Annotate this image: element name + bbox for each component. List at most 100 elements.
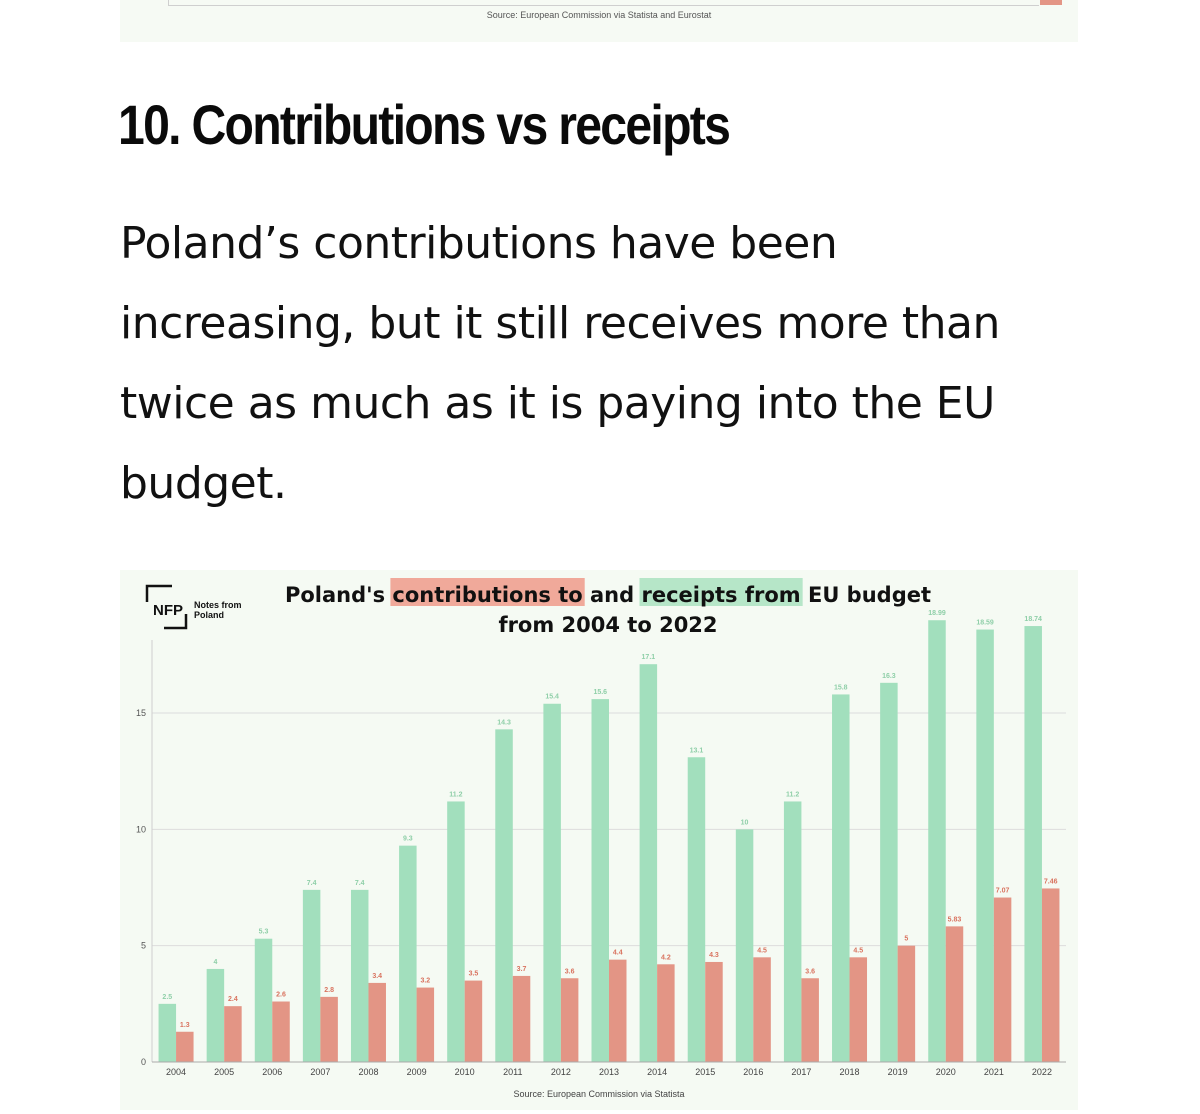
- receipts-value-label: 15.8: [834, 684, 848, 691]
- contributions-bar: [176, 1031, 194, 1062]
- contributions-bar: [320, 996, 338, 1062]
- receipts-value-label: 15.4: [545, 694, 559, 701]
- previous-chart-bar: [1040, 0, 1062, 5]
- receipts-value-label: 11.2: [449, 791, 462, 798]
- contributions-value-label: 1.3: [180, 1022, 190, 1029]
- year-group-2014: 17.1 4.2 2014: [639, 654, 675, 1077]
- title-highlight-contributions: [390, 578, 585, 606]
- contributions-value-label: 2.6: [276, 992, 286, 999]
- previous-chart-axes: [168, 0, 1039, 6]
- contributions-value-label: 7.07: [996, 888, 1010, 895]
- section-body-text: Poland’s contributions have been increas…: [120, 218, 1000, 509]
- contributions-value-label: 4.5: [757, 947, 767, 954]
- title-part2: and: [583, 583, 642, 607]
- contributions-bar: [512, 975, 531, 1062]
- chart-card: NFP Notes from Poland Poland's contribut…: [120, 570, 1078, 1110]
- year-group-2010: 11.2 3.5 2010: [447, 791, 483, 1077]
- contributions-value-label: 7.46: [1044, 878, 1058, 885]
- chart-subtitle: from 2004 to 2022: [498, 613, 717, 637]
- nfp-logo: NFP Notes from Poland: [145, 584, 242, 630]
- x-tick-label: 2006: [262, 1067, 282, 1077]
- y-tick-label: 5: [141, 941, 146, 951]
- x-tick-label: 2009: [407, 1067, 427, 1077]
- year-group-2017: 11.2 3.6 2017: [783, 791, 819, 1077]
- contributions-value-label: 3.5: [469, 971, 479, 978]
- receipts-bar: [1024, 626, 1042, 1062]
- axes: 0 5 10 15: [136, 640, 1066, 1067]
- receipts-bar: [302, 889, 321, 1062]
- year-group-2008: 7.4 3.4 2008: [350, 880, 386, 1077]
- receipts-bar: [880, 682, 898, 1062]
- title-part3: EU budget: [801, 583, 931, 607]
- contributions-bar: [560, 978, 579, 1062]
- year-group-2009: 9.3 3.2 2009: [399, 836, 435, 1077]
- contributions-value-label: 5.83: [948, 916, 962, 923]
- x-tick-label: 2016: [743, 1067, 763, 1077]
- receipts-bar: [976, 629, 994, 1062]
- contributions-value-label: 5: [904, 936, 908, 943]
- receipts-value-label: 2.5: [162, 994, 172, 1001]
- x-tick-label: 2017: [791, 1067, 811, 1077]
- chart-title: Poland's contributions to and receipts f…: [285, 583, 931, 607]
- x-tick-label: 2018: [840, 1067, 860, 1077]
- receipts-bar: [832, 694, 850, 1062]
- receipts-bar: [350, 889, 369, 1062]
- contributions-bar: [657, 964, 675, 1062]
- contributions-value-label: 2.4: [228, 996, 238, 1003]
- logo-line2: Poland: [194, 610, 224, 620]
- logo-line1: Notes from: [194, 600, 242, 610]
- x-tick-label: 2012: [551, 1067, 571, 1077]
- year-group-2006: 5.3 2.6 2006: [254, 929, 290, 1077]
- year-group-2007: 7.4 2.8 2007: [302, 880, 338, 1077]
- receipts-bar: [158, 1003, 177, 1062]
- x-tick-label: 2011: [503, 1067, 522, 1077]
- title-highlight2: receipts from: [641, 583, 800, 607]
- logo-bracket-top: [145, 584, 172, 602]
- receipts-value-label: 18.74: [1024, 616, 1042, 623]
- contributions-bar: [705, 961, 723, 1062]
- x-tick-label: 2010: [455, 1067, 475, 1077]
- contributions-bar: [945, 926, 964, 1062]
- contributions-bar: [897, 945, 916, 1062]
- section-heading: 10. Contributions vs receipts: [118, 93, 731, 156]
- receipts-bar: [543, 703, 561, 1062]
- contributions-value-label: 4.5: [853, 947, 863, 954]
- receipts-bar: [735, 829, 754, 1062]
- title-highlight1: contributions to: [392, 583, 582, 607]
- contributions-bar: [464, 980, 483, 1062]
- receipts-bar: [447, 801, 465, 1062]
- receipts-bar: [783, 801, 802, 1062]
- y-tick-label: 0: [141, 1057, 146, 1067]
- year-group-2019: 16.3 5 2019: [880, 673, 916, 1077]
- contributions-bar: [224, 1006, 242, 1062]
- previous-chart-footer: Source: European Commission via Statista…: [120, 0, 1078, 42]
- x-tick-label: 2004: [166, 1067, 186, 1077]
- y-tick-label: 15: [136, 708, 146, 718]
- receipts-bar: [591, 699, 609, 1062]
- x-tick-label: 2005: [214, 1067, 234, 1077]
- contributions-value-label: 3.6: [565, 968, 575, 975]
- receipts-bar: [206, 968, 225, 1062]
- x-tick-label: 2007: [310, 1067, 330, 1077]
- x-tick-label: 2022: [1032, 1067, 1052, 1077]
- year-group-2020: 18.99 5.83 2020: [928, 610, 964, 1077]
- receipts-value-label: 9.3: [403, 836, 413, 843]
- contributions-value-label: 2.8: [324, 987, 334, 994]
- receipts-value-label: 7.4: [355, 880, 365, 887]
- contributions-bar: [416, 987, 435, 1062]
- year-group-2004: 2.5 1.3 2004: [158, 994, 194, 1077]
- y-tick-label: 10: [136, 824, 146, 834]
- contributions-bar: [801, 978, 819, 1062]
- receipts-bar: [495, 729, 513, 1062]
- contributions-value-label: 3.6: [805, 968, 815, 975]
- receipts-value-label: 13.1: [690, 747, 704, 754]
- receipts-value-label: 5.3: [259, 929, 269, 936]
- x-tick-label: 2013: [599, 1067, 619, 1077]
- previous-chart-source: Source: European Commission via Statista…: [486, 10, 712, 20]
- x-tick-label: 2015: [695, 1067, 715, 1077]
- receipts-value-label: 7.4: [307, 880, 317, 887]
- x-tick-label: 2008: [358, 1067, 378, 1077]
- x-tick-label: 2019: [888, 1067, 908, 1077]
- receipts-value-label: 18.99: [928, 610, 946, 617]
- receipts-value-label: 16.3: [882, 673, 896, 680]
